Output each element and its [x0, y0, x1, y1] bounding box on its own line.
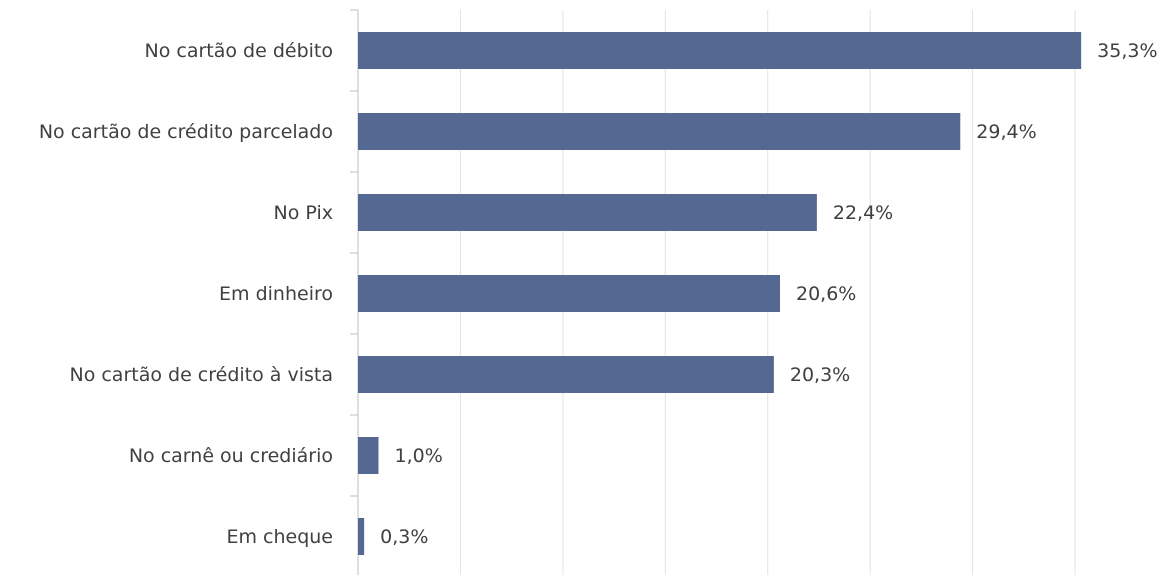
y-tick-label: No cartão de débito — [145, 40, 334, 62]
bar — [358, 356, 774, 393]
value-label: 20,6% — [796, 283, 856, 305]
value-label: 22,4% — [833, 202, 893, 224]
bar — [358, 113, 961, 150]
y-tick-label: No Pix — [274, 202, 333, 224]
y-tick-label: No cartão de crédito parcelado — [39, 121, 333, 143]
value-label: 20,3% — [790, 364, 850, 386]
y-tick-label: Em cheque — [226, 526, 333, 548]
bar — [358, 194, 817, 231]
value-label: 35,3% — [1097, 40, 1157, 62]
y-tick-label: No cartão de crédito à vista — [69, 364, 333, 386]
bar — [358, 437, 379, 474]
y-tick-label: Em dinheiro — [219, 283, 333, 305]
value-label: 1,0% — [394, 445, 442, 467]
bar — [358, 518, 365, 555]
y-tick-label: No carnê ou crediário — [129, 445, 333, 467]
value-label: 29,4% — [976, 121, 1036, 143]
value-label: 0,3% — [380, 526, 428, 548]
bar — [358, 275, 781, 312]
bar — [358, 32, 1082, 69]
